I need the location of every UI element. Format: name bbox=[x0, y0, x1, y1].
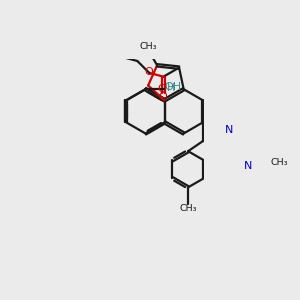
Text: N: N bbox=[244, 160, 252, 171]
Text: OH: OH bbox=[165, 82, 182, 92]
Text: CH₃: CH₃ bbox=[179, 204, 197, 213]
Text: N: N bbox=[225, 125, 233, 135]
Text: O: O bbox=[157, 84, 166, 94]
Text: CH₃: CH₃ bbox=[140, 42, 157, 51]
Text: CH₃: CH₃ bbox=[271, 158, 288, 167]
Text: O: O bbox=[144, 67, 153, 76]
Text: H: H bbox=[167, 83, 175, 93]
Text: O: O bbox=[158, 92, 167, 102]
